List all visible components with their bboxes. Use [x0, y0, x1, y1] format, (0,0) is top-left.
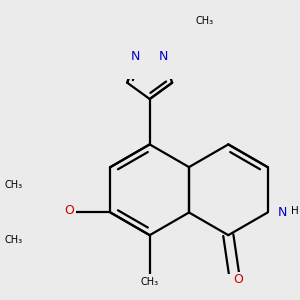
- Text: CH₃: CH₃: [196, 16, 214, 26]
- Text: CH₃: CH₃: [4, 180, 23, 190]
- Text: CH₃: CH₃: [141, 277, 159, 287]
- Text: N: N: [278, 206, 287, 219]
- Text: N: N: [159, 50, 168, 63]
- Text: N: N: [131, 50, 140, 63]
- Text: H: H: [291, 206, 299, 216]
- Text: O: O: [234, 273, 244, 286]
- Text: CH₃: CH₃: [4, 236, 23, 245]
- Text: O: O: [64, 204, 74, 217]
